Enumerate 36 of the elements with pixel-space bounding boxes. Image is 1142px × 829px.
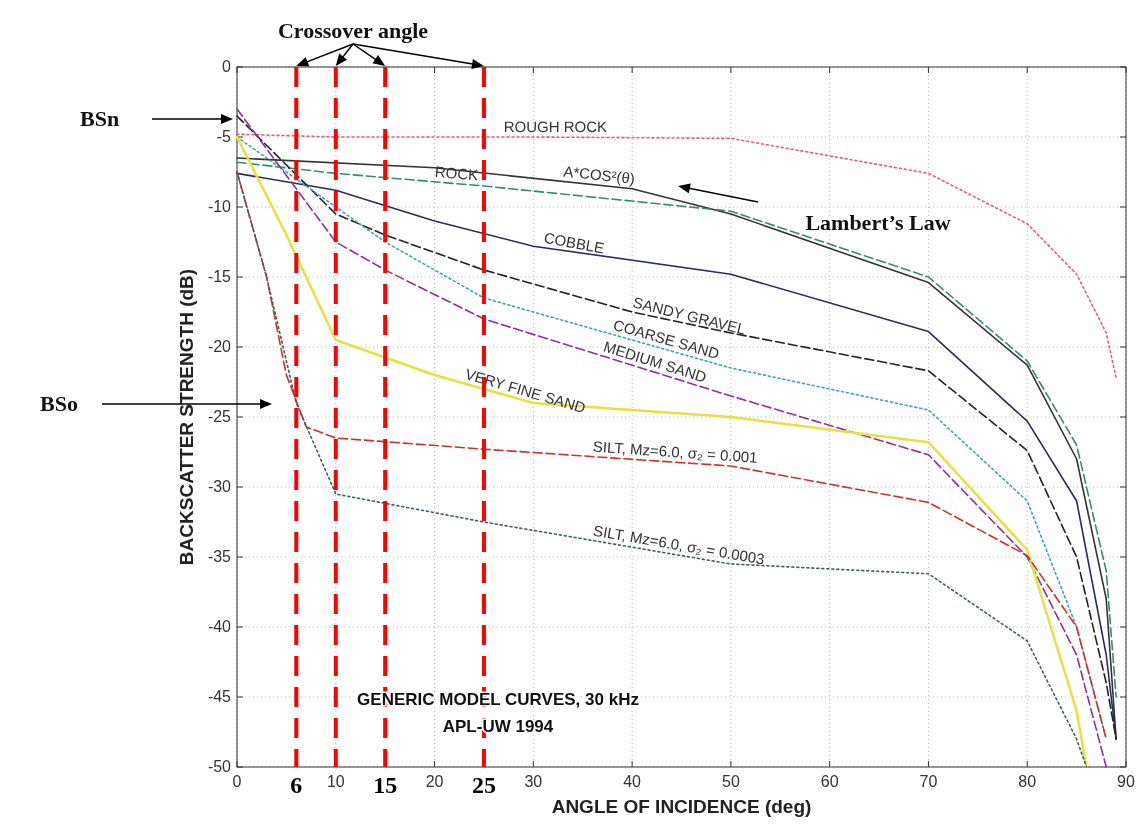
y-axis-title: BACKSCATTER STRENGTH (dB) <box>176 268 197 566</box>
ref-line-label: 15 <box>373 772 398 798</box>
x-tick-label: 20 <box>425 773 444 790</box>
x-tick-label: 30 <box>524 773 543 790</box>
y-tick-label: -20 <box>207 338 232 355</box>
ref-line-label: 25 <box>471 772 496 798</box>
x-tick-label: 50 <box>721 773 740 790</box>
x-tick-label: 10 <box>326 773 345 790</box>
text: BSn <box>80 106 120 131</box>
text: Crossover angle <box>277 18 429 43</box>
ref-line-label: 6 <box>290 772 303 798</box>
annotation: Lambert’s Law <box>805 210 951 235</box>
y-tick-label: -15 <box>207 268 232 285</box>
x-axis-title: ANGLE OF INCIDENCE (deg) <box>551 796 812 817</box>
x-tick-label: 60 <box>820 773 839 790</box>
y-tick-label: -5 <box>216 128 232 145</box>
text: BSo <box>40 391 78 416</box>
x-tick-label: 90 <box>1117 773 1135 790</box>
y-tick-label: -30 <box>207 478 232 495</box>
y-tick-label: -50 <box>207 758 232 775</box>
series-label: ROUGH ROCK <box>503 118 608 136</box>
y-tick-label: -40 <box>207 618 232 635</box>
y-tick-label: -25 <box>207 408 232 425</box>
y-tick-label: -35 <box>207 548 232 565</box>
y-tick-label: -10 <box>207 198 232 215</box>
text: COBBLE <box>542 228 606 257</box>
text: A*COS²(θ) <box>562 162 636 188</box>
y-tick-label: 0 <box>222 58 232 75</box>
x-tick-label: 80 <box>1018 773 1037 790</box>
x-tick-label: 40 <box>623 773 642 790</box>
x-tick-label: 70 <box>919 773 938 790</box>
text: VERY FINE SAND <box>463 364 588 417</box>
y-tick-label: -45 <box>207 688 232 705</box>
series-label: SILT, Mz=6.0, σ₂ = 0.001 <box>592 437 759 466</box>
text: SILT, Mz=6.0, σ₂ = 0.0003 <box>592 521 766 568</box>
series-label: ROCK <box>434 162 479 184</box>
